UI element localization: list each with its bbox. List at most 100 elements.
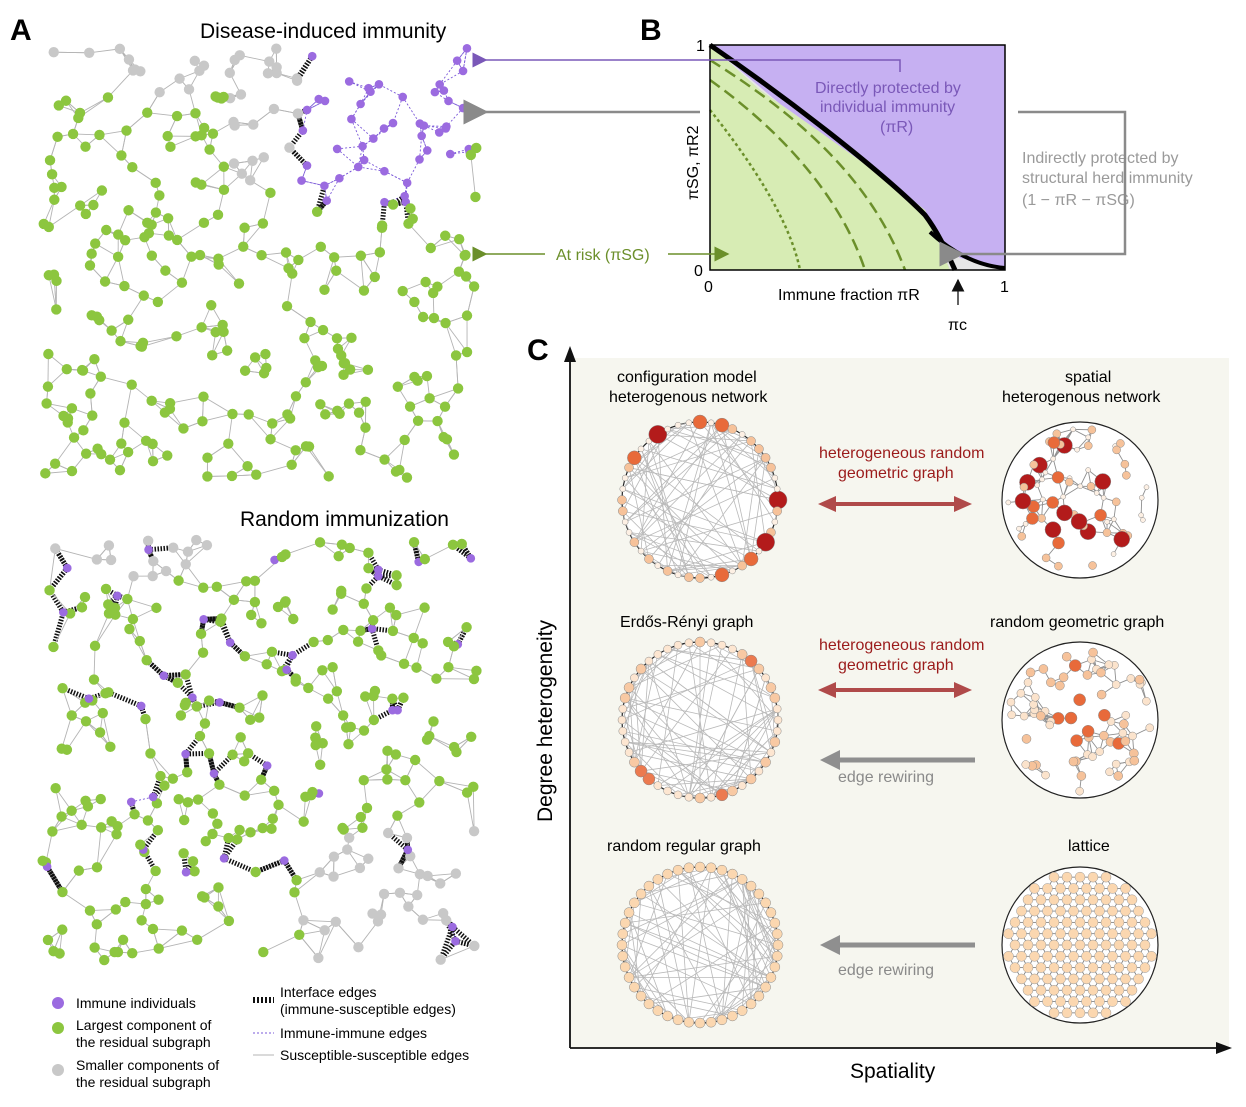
network-node bbox=[97, 707, 108, 719]
network-node bbox=[49, 458, 61, 469]
direct-label-2: individual immunity bbox=[820, 99, 955, 116]
network-node bbox=[198, 60, 210, 71]
network-edge bbox=[44, 865, 65, 894]
network-node bbox=[397, 285, 408, 297]
network-node bbox=[284, 142, 295, 153]
geo-node bbox=[1094, 473, 1112, 490]
network-edge bbox=[158, 939, 198, 949]
network-node bbox=[291, 73, 303, 84]
network-node bbox=[119, 417, 130, 428]
network-node bbox=[110, 904, 122, 915]
ring-node bbox=[753, 990, 765, 1002]
network-node bbox=[381, 764, 392, 775]
ring-node bbox=[624, 748, 634, 757]
network-node bbox=[104, 454, 116, 465]
network-node bbox=[204, 144, 215, 155]
network-node bbox=[262, 761, 272, 770]
curve-dotted bbox=[709, 109, 802, 271]
network-node bbox=[409, 296, 420, 308]
network-node bbox=[310, 732, 321, 743]
network-node bbox=[336, 539, 348, 550]
network-node bbox=[73, 112, 84, 124]
network-node bbox=[353, 407, 365, 418]
network-node bbox=[339, 358, 351, 369]
network-node bbox=[333, 550, 344, 562]
lattice-node bbox=[1061, 917, 1073, 928]
network-node bbox=[412, 415, 424, 426]
lattice-node bbox=[1107, 928, 1118, 939]
network-edge bbox=[439, 70, 464, 85]
network-node bbox=[379, 454, 390, 465]
ring-edge bbox=[624, 457, 766, 523]
network-node bbox=[288, 650, 297, 660]
geo-node bbox=[1088, 752, 1097, 761]
ring-node bbox=[772, 704, 782, 714]
network-node bbox=[54, 948, 65, 959]
ring-edge bbox=[657, 433, 752, 442]
panel-a-top-title: Disease-induced immunity bbox=[200, 20, 447, 43]
network-node bbox=[417, 638, 428, 649]
ring-edge bbox=[770, 719, 779, 753]
network-node bbox=[442, 122, 451, 131]
lattice-node bbox=[1048, 894, 1060, 906]
network-edge bbox=[96, 827, 102, 868]
network-node bbox=[300, 377, 311, 388]
ring-edge bbox=[624, 477, 712, 578]
ring-edge bbox=[634, 424, 723, 543]
network-node bbox=[290, 676, 301, 687]
network-node bbox=[468, 825, 480, 837]
network-node bbox=[103, 687, 114, 698]
ring-node bbox=[760, 453, 771, 463]
lattice-node bbox=[1113, 917, 1125, 928]
network-node bbox=[102, 92, 114, 103]
network-node bbox=[160, 265, 171, 276]
ring-edge bbox=[699, 922, 776, 1024]
network-edge bbox=[414, 759, 440, 782]
network-node bbox=[402, 178, 412, 188]
network-node bbox=[298, 915, 309, 926]
network-node bbox=[174, 73, 185, 84]
lattice-network bbox=[1001, 866, 1159, 1024]
network-node bbox=[335, 588, 347, 599]
ring-edge bbox=[721, 869, 772, 978]
network-node bbox=[358, 285, 370, 296]
ring-edge bbox=[667, 428, 778, 490]
geo-node bbox=[1143, 484, 1150, 490]
network-edge bbox=[336, 148, 359, 168]
geo-node bbox=[1104, 660, 1114, 669]
network-node bbox=[444, 96, 453, 106]
hrgg-label-top-2: geometric graph bbox=[838, 465, 954, 482]
ring-node bbox=[773, 485, 781, 493]
direct-label-1: Directly protected by bbox=[815, 80, 961, 97]
geo-node bbox=[1113, 530, 1131, 548]
label-rrg: random regular graph bbox=[607, 838, 761, 855]
ring-edge bbox=[667, 873, 776, 924]
network-edge bbox=[96, 834, 117, 868]
network-edge bbox=[392, 96, 404, 124]
geo-node bbox=[1055, 680, 1065, 691]
ring-edge bbox=[657, 708, 778, 786]
network-node bbox=[382, 827, 394, 839]
geo-node bbox=[1021, 734, 1032, 744]
network-node bbox=[126, 797, 136, 807]
ring-edge bbox=[688, 642, 776, 699]
network-node bbox=[140, 883, 152, 895]
network-node bbox=[390, 749, 402, 760]
lattice-node bbox=[1087, 1007, 1099, 1019]
hrgg-label-mid-1: heterogeneous random bbox=[819, 637, 984, 654]
network-node bbox=[243, 409, 254, 420]
ring-node bbox=[683, 862, 695, 874]
label-lattice: lattice bbox=[1068, 838, 1110, 855]
lattice-node bbox=[1048, 1007, 1060, 1019]
lattice-node bbox=[1087, 939, 1099, 951]
network-node bbox=[357, 822, 368, 833]
network-node bbox=[337, 822, 348, 834]
lattice-node bbox=[1133, 951, 1144, 962]
legend-susc-susc-label: Susceptible-susceptible edges bbox=[280, 1047, 469, 1063]
geo-node bbox=[1113, 771, 1123, 781]
network-node bbox=[235, 89, 247, 100]
network-node bbox=[447, 539, 459, 551]
network-node bbox=[173, 793, 184, 805]
network-node bbox=[468, 281, 480, 292]
network-node bbox=[218, 161, 230, 172]
